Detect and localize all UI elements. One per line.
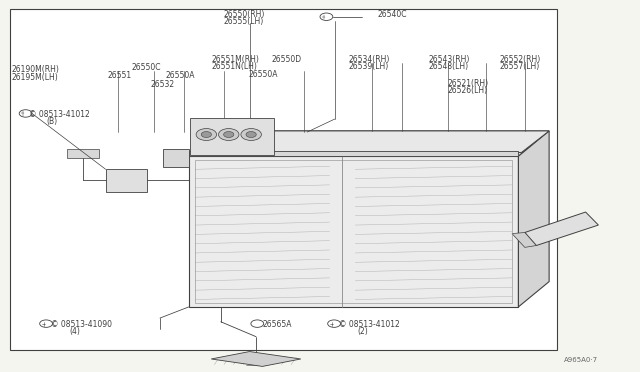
- Text: (B): (B): [47, 117, 58, 126]
- Circle shape: [218, 129, 239, 141]
- Circle shape: [201, 132, 211, 138]
- Text: 26550(RH): 26550(RH): [224, 10, 266, 19]
- Text: 26550C: 26550C: [131, 63, 161, 72]
- Polygon shape: [211, 352, 301, 366]
- Polygon shape: [518, 131, 549, 307]
- Text: 26550D: 26550D: [272, 55, 302, 64]
- Polygon shape: [190, 118, 273, 155]
- Text: 26550A: 26550A: [165, 71, 195, 80]
- Text: 26565A: 26565A: [262, 320, 292, 329]
- Polygon shape: [189, 156, 518, 307]
- Polygon shape: [67, 149, 99, 158]
- Text: 26557(LH): 26557(LH): [499, 62, 540, 71]
- Text: 26552(RH): 26552(RH): [499, 55, 540, 64]
- Polygon shape: [189, 151, 518, 156]
- Text: 26526(LH): 26526(LH): [448, 86, 488, 95]
- Circle shape: [241, 129, 261, 141]
- Text: 26539(LH): 26539(LH): [349, 62, 389, 71]
- Text: 26540C: 26540C: [378, 10, 407, 19]
- Polygon shape: [106, 169, 147, 192]
- Circle shape: [223, 132, 234, 138]
- Text: (2): (2): [357, 327, 368, 336]
- Text: 26521(RH): 26521(RH): [448, 79, 489, 88]
- Text: © 08513-41012: © 08513-41012: [29, 110, 90, 119]
- Text: © 08513-41090: © 08513-41090: [51, 320, 112, 329]
- Text: (4): (4): [69, 327, 80, 336]
- Text: A965A0·7: A965A0·7: [564, 357, 598, 363]
- Polygon shape: [189, 131, 549, 156]
- Text: 26551N(LH): 26551N(LH): [211, 62, 257, 71]
- Text: 26543(RH): 26543(RH): [429, 55, 470, 64]
- Circle shape: [246, 132, 256, 138]
- Text: 26548(LH): 26548(LH): [429, 62, 469, 71]
- Polygon shape: [192, 131, 549, 153]
- Circle shape: [196, 129, 216, 141]
- Text: 26195M(LH): 26195M(LH): [12, 73, 58, 81]
- Text: 26532: 26532: [150, 80, 175, 89]
- Text: 26190M(RH): 26190M(RH): [12, 65, 60, 74]
- Polygon shape: [163, 149, 189, 167]
- Polygon shape: [512, 232, 536, 247]
- Bar: [10, 9, 557, 350]
- Text: 26551M(RH): 26551M(RH): [211, 55, 259, 64]
- Text: 26551: 26551: [108, 71, 132, 80]
- Text: 26555(LH): 26555(LH): [224, 17, 264, 26]
- Polygon shape: [525, 212, 598, 246]
- Text: 26550A: 26550A: [248, 70, 278, 79]
- Text: © 08513-41012: © 08513-41012: [339, 320, 400, 329]
- Text: 26534(RH): 26534(RH): [349, 55, 390, 64]
